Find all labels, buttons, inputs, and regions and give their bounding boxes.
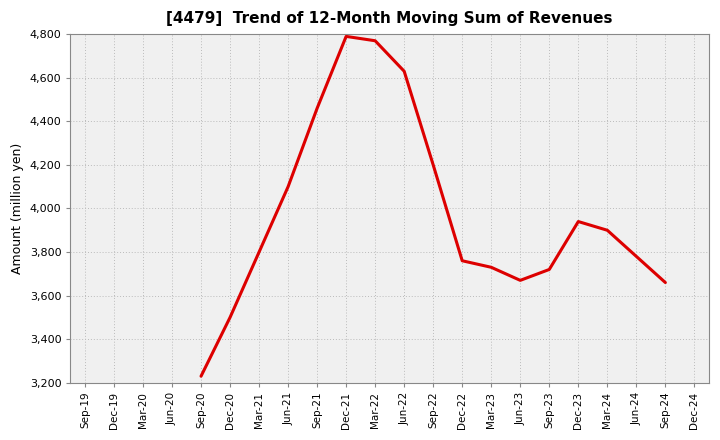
Y-axis label: Amount (million yen): Amount (million yen) xyxy=(11,143,24,274)
Title: [4479]  Trend of 12-Month Moving Sum of Revenues: [4479] Trend of 12-Month Moving Sum of R… xyxy=(166,11,613,26)
